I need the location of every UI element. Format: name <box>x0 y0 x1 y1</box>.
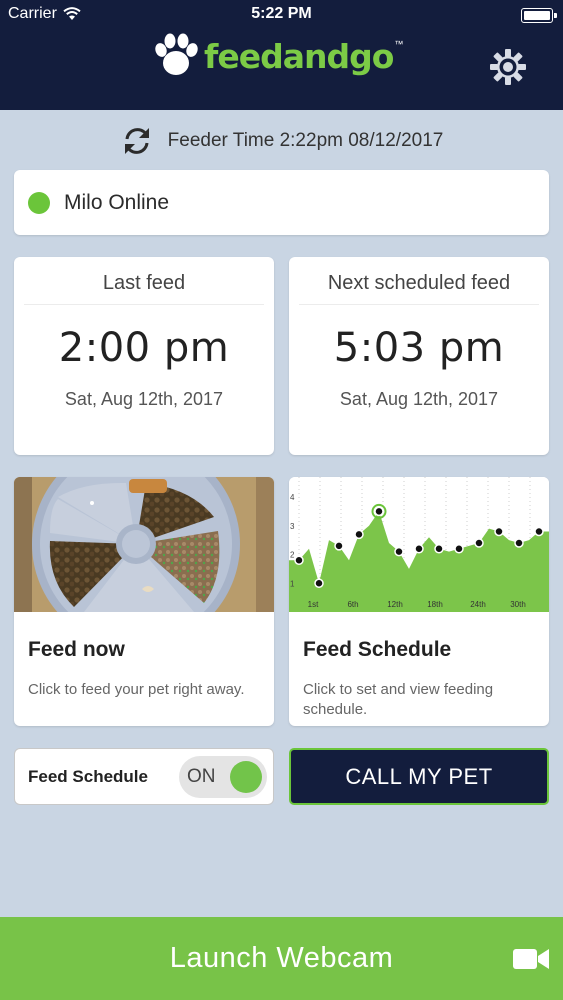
chart-point <box>354 529 364 540</box>
online-indicator <box>28 191 50 214</box>
feed-schedule-switch[interactable]: ON <box>179 756 267 798</box>
chart-y-tick-label: 1 <box>290 579 295 588</box>
next-feed-date: Sat, Aug 12th, 2017 <box>339 389 499 409</box>
chart-point <box>414 544 424 554</box>
feeder-time-bar: Feeder Time 2:22pm 08/12/2017 <box>0 120 563 162</box>
feed-schedule-title: Feed Schedule <box>303 638 452 661</box>
wifi-icon <box>63 7 81 20</box>
status-time: 5:22 PM <box>251 5 312 22</box>
chart-point <box>474 538 484 548</box>
feedandgo-logo: feedandgo ™ <box>150 30 403 82</box>
sync-icon[interactable] <box>120 124 154 158</box>
battery-icon <box>521 8 557 23</box>
chart-point-highlight <box>371 503 387 519</box>
chart-x-tick-label: 30th <box>510 600 526 609</box>
next-feed-card: Next scheduled feed 5:03 pm Sat, Aug 12t… <box>289 257 549 455</box>
chart-point <box>434 544 444 554</box>
call-my-pet-button[interactable]: CALL MY PET <box>289 748 549 805</box>
chart-y-tick-label: 4 <box>290 493 295 502</box>
chart-point <box>454 544 464 554</box>
settings-gear-icon[interactable] <box>489 48 527 86</box>
pet-status-card: Milo Online <box>14 170 549 235</box>
chart-point <box>334 541 344 551</box>
chart-area <box>289 511 549 612</box>
toggle-state-text: ON <box>187 766 216 787</box>
chart-point <box>534 526 544 537</box>
chart-y-tick-label: 2 <box>290 551 295 560</box>
feed-schedule-tile[interactable]: 1 2 3 4 1st 6th 12th 18th 24th 30th Feed Schedule… <box>289 477 549 726</box>
last-feed-title: Last feed <box>24 257 264 305</box>
feeder-tray-image <box>14 477 274 612</box>
carrier-label: Carrier <box>8 5 57 22</box>
feed-schedule-chart: 1 2 3 4 1st 6th 12th 18th 24th 30th <box>289 477 549 612</box>
chart-point <box>314 578 324 588</box>
chart-x-tick-label: 24th <box>470 600 486 609</box>
chart-point <box>374 506 384 517</box>
chart-y-tick-label: 3 <box>290 522 295 531</box>
chart-point <box>494 526 504 537</box>
chart-point <box>514 538 524 548</box>
launch-webcam-label: Launch Webcam <box>169 942 394 974</box>
chart-x-tick-label: 6th <box>347 600 358 609</box>
last-feed-card: Last feed 2:00 pm Sat, Aug 12th, 2017 <box>14 257 274 455</box>
status-bar: Carrier 5:22 PM <box>0 0 563 30</box>
logo-text: feedandgo <box>204 36 394 76</box>
chart-x-tick-label: 12th <box>387 600 403 609</box>
app-header: Carrier 5:22 PM feedandgo ™ <box>0 0 563 110</box>
feeder-time-text: Feeder Time 2:22pm 08/12/2017 <box>167 130 444 151</box>
pet-status-text: Milo Online <box>64 190 170 214</box>
video-camera-icon <box>513 949 549 969</box>
chart-point <box>394 546 404 557</box>
feed-now-tile[interactable]: Feed now Click to feed your pet right aw… <box>14 477 274 726</box>
feed-schedule-toggle-label: Feed Schedule <box>28 766 148 786</box>
paw-icon <box>155 33 198 75</box>
trademark-mark: ™ <box>394 39 404 49</box>
chart-point <box>294 555 304 565</box>
toggle-knob <box>230 761 262 793</box>
carrier: Carrier <box>8 5 81 23</box>
launch-webcam-button[interactable]: Launch Webcam <box>0 917 563 1000</box>
feed-schedule-toggle-row: Feed Schedule ON <box>14 748 274 805</box>
next-feed-title: Next scheduled feed <box>299 257 539 305</box>
feed-schedule-description: Click to set and view feeding schedule. <box>303 681 494 718</box>
chart-x-tick-label: 18th <box>427 600 443 609</box>
feed-now-title: Feed now <box>28 638 125 661</box>
feed-now-description: Click to feed your pet right away. <box>28 681 245 698</box>
next-feed-time: 5:03 pm <box>333 325 505 371</box>
last-feed-time: 2:00 pm <box>58 325 230 371</box>
last-feed-date: Sat, Aug 12th, 2017 <box>64 389 224 409</box>
chart-x-tick-label: 1st <box>308 600 319 609</box>
